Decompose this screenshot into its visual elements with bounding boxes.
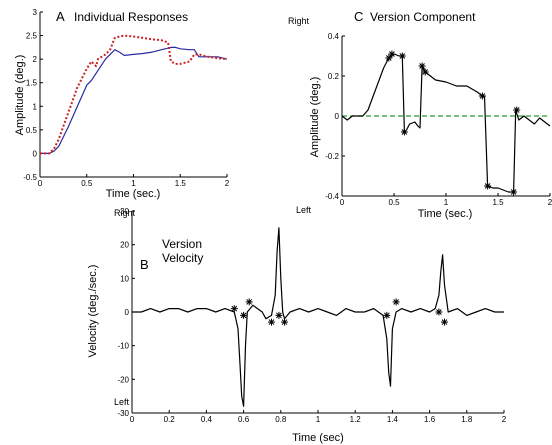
y-tick-label: -30 <box>117 409 129 418</box>
y-tick-label: 2.5 <box>26 32 38 41</box>
chart-title: Version <box>162 237 202 251</box>
data-marker <box>418 62 426 70</box>
x-axis-label: Time (sec) <box>292 432 344 444</box>
y-tick-label: 0.5 <box>26 126 38 135</box>
series-line-1 <box>132 227 504 407</box>
data-marker <box>513 106 521 114</box>
y-axis-label: Amplitude (deg.) <box>309 77 321 158</box>
series-line-1 <box>40 46 228 154</box>
data-marker <box>385 54 393 62</box>
y-tick-label: -0.5 <box>23 173 37 182</box>
panel-b: 0 0.2 0.4 0.6 0.8 1 1.2 1.4 1.6 1.8 2 -30 -20 -10 0 10 2… <box>87 207 507 444</box>
series-line-2 <box>40 34 228 155</box>
y-tick-label: 0 <box>33 149 38 158</box>
chart-title: Version Component <box>370 10 476 24</box>
y-tick-label: 3 <box>33 8 38 17</box>
data-marker <box>478 92 486 100</box>
data-marker <box>245 298 253 306</box>
y-tick-label: 0 <box>335 112 340 121</box>
side-label-top: Right <box>288 16 310 26</box>
panel-a: 0 0.5 1 1.5 2-0.500.511.522.53 A Individual Re… <box>14 8 230 200</box>
y-tick-label: -20 <box>117 375 129 384</box>
data-marker <box>275 311 283 319</box>
x-tick-label: 0 <box>130 415 135 424</box>
data-marker <box>392 298 400 306</box>
y-tick-label: 20 <box>120 241 129 250</box>
x-tick-label: 1.5 <box>175 179 187 188</box>
x-tick-label: 1.5 <box>492 198 504 207</box>
y-tick-label: 30 <box>120 207 129 216</box>
x-tick-label: 0.4 <box>201 415 213 424</box>
panel-letter: C <box>354 9 363 24</box>
y-tick-label: 10 <box>120 274 129 283</box>
data-marker <box>435 308 443 316</box>
x-tick-label: 0.2 <box>164 415 176 424</box>
data-marker <box>440 318 448 326</box>
x-tick-label: 1 <box>444 198 449 207</box>
panel-letter: A <box>56 9 65 24</box>
x-tick-label: 2 <box>548 198 552 207</box>
x-tick-label: 1.8 <box>461 415 473 424</box>
series-line-1 <box>341 53 551 193</box>
x-tick-label: 1.6 <box>424 415 436 424</box>
chart-title: Velocity <box>162 251 203 265</box>
chart-title: Individual Responses <box>74 10 188 24</box>
x-tick-label: 2 <box>225 179 230 188</box>
side-label-bottom: Left <box>114 397 130 407</box>
data-marker <box>383 311 391 319</box>
data-marker <box>230 305 238 313</box>
x-tick-label: 0.5 <box>81 179 93 188</box>
x-tick-label: 1 <box>316 415 321 424</box>
x-tick-label: 0.8 <box>275 415 287 424</box>
data-marker <box>398 52 406 60</box>
y-tick-label: 2 <box>33 55 38 64</box>
data-marker <box>421 68 429 76</box>
x-axis-label: Time (sec.) <box>106 188 161 200</box>
panel-c: 0 0.5 1 1.5 2 -0.4 -0.2 0 0.2 0.4 C Version Compone… <box>288 9 552 220</box>
y-tick-label: -0.2 <box>325 152 339 161</box>
y-tick-label: 0.2 <box>328 72 340 81</box>
data-marker <box>388 50 396 58</box>
data-marker <box>240 311 248 319</box>
x-tick-label: 0.5 <box>388 198 400 207</box>
data-marker <box>268 318 275 326</box>
x-tick-label: 0.6 <box>238 415 250 424</box>
x-tick-label: 1 <box>131 179 136 188</box>
y-tick-label: 0 <box>125 308 130 317</box>
y-axis-label: Velocity (deg./sec.) <box>87 265 99 358</box>
data-marker <box>510 188 518 196</box>
side-label-top: Right <box>114 208 136 218</box>
side-label-bottom: Left <box>296 205 312 215</box>
x-tick-label: 0 <box>340 198 345 207</box>
y-tick-label: 1.5 <box>26 79 38 88</box>
data-marker <box>281 318 289 326</box>
x-axis-label: Time (sec.) <box>418 208 473 220</box>
panel-letter: B <box>140 257 149 272</box>
y-tick-label: -10 <box>117 342 129 351</box>
y-axis-label: Amplitude (deg.) <box>14 55 26 136</box>
x-tick-label: 2 <box>502 415 507 424</box>
x-tick-label: 0 <box>38 179 43 188</box>
y-tick-label: -0.4 <box>325 192 339 201</box>
data-marker <box>400 128 408 136</box>
x-tick-label: 1.4 <box>387 415 399 424</box>
data-marker <box>484 182 492 190</box>
y-tick-label: 0.4 <box>328 32 340 41</box>
x-tick-label: 1.2 <box>350 415 362 424</box>
y-tick-label: 1 <box>33 102 38 111</box>
